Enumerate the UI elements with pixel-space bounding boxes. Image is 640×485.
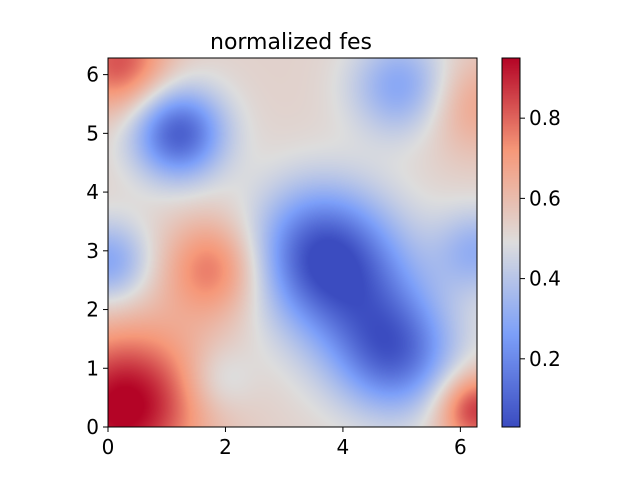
x-axis: 0 2 4 6: [102, 427, 467, 459]
y-tick-label: 6: [86, 63, 99, 87]
x-tick-label: 2: [219, 435, 232, 459]
colorbar-gradient: [502, 58, 520, 427]
y-tick-label: 4: [86, 180, 99, 204]
heatmap-image: [108, 58, 477, 427]
colorbar-tick-label: 0.8: [529, 106, 561, 130]
y-tick-label: 5: [86, 121, 99, 145]
y-tick-label: 3: [86, 239, 99, 263]
colorbar-frame: [501, 57, 521, 428]
y-tick-label: 1: [86, 356, 99, 380]
y-tick-label: 0: [86, 415, 99, 439]
y-tick-label: 2: [86, 298, 99, 322]
chart-title: normalized fes: [210, 30, 372, 55]
colorbar-tick-label: 0.2: [529, 347, 561, 371]
colorbar-tick-label: 0.6: [529, 186, 561, 210]
y-axis: 0 1 2 3 4 5 6: [86, 63, 108, 439]
plot-frame: [107, 57, 478, 428]
x-tick-label: 4: [337, 435, 350, 459]
x-tick-label: 0: [102, 435, 115, 459]
colorbar-tick-label: 0.4: [529, 267, 561, 291]
x-tick-label: 6: [454, 435, 467, 459]
colorbar-axis: 0.2 0.4 0.6 0.8: [520, 106, 561, 371]
